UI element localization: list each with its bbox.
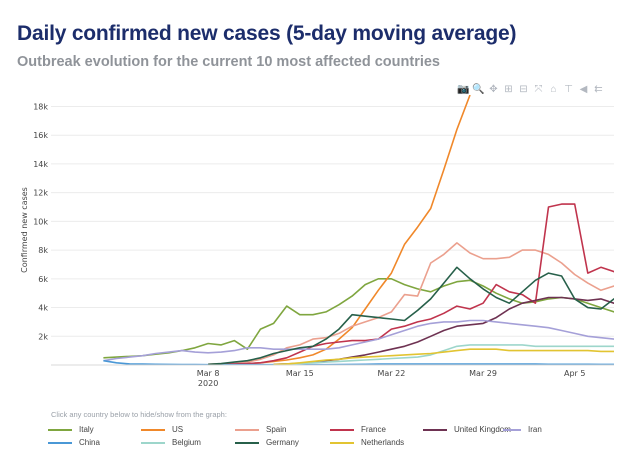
y-axis-label: Confirmed new cases xyxy=(20,187,29,273)
legend-swatch xyxy=(503,428,521,431)
legend-item-china[interactable]: China xyxy=(48,438,100,447)
autoscale-icon[interactable]: ⤧ xyxy=(534,84,543,95)
legend-swatch xyxy=(141,441,165,444)
legend-label: Germany xyxy=(266,438,299,447)
pan-icon[interactable]: ✥ xyxy=(489,84,498,95)
home-icon[interactable]: ⌂ xyxy=(550,84,557,95)
x-tick-label: Mar 29 xyxy=(469,369,497,378)
x-tick-label: Mar 22 xyxy=(378,369,406,378)
y-tick-label: 10k xyxy=(33,217,48,226)
legend-label: France xyxy=(361,425,386,434)
series-line-spain[interactable] xyxy=(234,242,640,365)
legend-item-belgium[interactable]: Belgium xyxy=(141,438,201,447)
y-tick-label: 4k xyxy=(38,304,48,313)
legend-swatch xyxy=(330,428,354,431)
legend-label: United Kingdom xyxy=(454,425,511,434)
y-tick-label: 6k xyxy=(38,275,48,284)
legend-item-netherlands[interactable]: Netherlands xyxy=(330,438,404,447)
legend-item-us[interactable]: US xyxy=(141,425,183,434)
legend-swatch xyxy=(48,441,72,444)
legend-note: Click any country below to hide/show fro… xyxy=(51,410,227,419)
y-tick-label: 12k xyxy=(33,189,48,198)
y-tick-label: 14k xyxy=(33,160,48,169)
legend-label: US xyxy=(172,425,184,434)
series-line-belgium[interactable] xyxy=(273,344,640,365)
legend-label: Netherlands xyxy=(361,438,405,447)
legend-swatch xyxy=(141,428,165,431)
y-tick-label: 8k xyxy=(38,246,48,255)
x-tick-label: Mar 8 xyxy=(197,369,220,378)
legend-swatch xyxy=(235,428,259,431)
hover-closest-icon[interactable]: ◀ xyxy=(579,84,588,95)
x-tick-label: Mar 15 xyxy=(286,369,314,378)
legend-swatch xyxy=(330,441,354,444)
zoom-icon[interactable]: 🔍 xyxy=(472,84,485,95)
series-line-france[interactable] xyxy=(208,203,640,365)
legend-label: Belgium xyxy=(172,438,201,447)
legend-swatch xyxy=(48,428,72,431)
zoom-out-icon[interactable]: ⊟ xyxy=(519,84,528,95)
hover-compare-icon[interactable]: ⇇ xyxy=(594,84,603,95)
legend-item-italy[interactable]: Italy xyxy=(48,425,94,434)
y-tick-label: 16k xyxy=(33,131,48,140)
legend-swatch xyxy=(423,428,447,431)
chart-title: Daily confirmed new cases (5-day moving … xyxy=(17,22,517,45)
legend-swatch xyxy=(235,441,259,444)
y-tick-label: 18k xyxy=(33,102,48,111)
chart-toolbar: 📷 🔍 ✥ ⊞ ⊟ ⤧ ⌂ ⊤ ◀ ⇇ xyxy=(457,84,604,95)
y-tick-label: 2k xyxy=(38,332,48,341)
legend-item-spain[interactable]: Spain xyxy=(235,425,286,434)
legend-label: Italy xyxy=(79,425,94,434)
legend-label: China xyxy=(79,438,100,447)
x-tick-year: 2020 xyxy=(198,379,218,388)
legend-item-germany[interactable]: Germany xyxy=(235,438,299,447)
spike-lines-icon[interactable]: ⊤ xyxy=(564,84,573,95)
legend-label: Spain xyxy=(266,425,287,434)
series-line-iran[interactable] xyxy=(103,319,640,362)
series-line-germany[interactable] xyxy=(208,266,640,365)
x-tick-label: Apr 5 xyxy=(564,369,585,378)
series-line-china[interactable] xyxy=(103,359,640,365)
legend-item-united-kingdom[interactable]: United Kingdom xyxy=(423,425,511,434)
camera-icon[interactable]: 📷 xyxy=(457,84,470,95)
chart-subtitle: Outbreak evolution for the current 10 mo… xyxy=(17,54,440,70)
legend-label: Iran xyxy=(528,425,542,434)
legend-item-iran[interactable]: Iran xyxy=(503,425,542,434)
series-line-netherlands[interactable] xyxy=(273,348,640,365)
legend-item-france[interactable]: France xyxy=(330,425,386,434)
zoom-in-icon[interactable]: ⊞ xyxy=(504,84,513,95)
